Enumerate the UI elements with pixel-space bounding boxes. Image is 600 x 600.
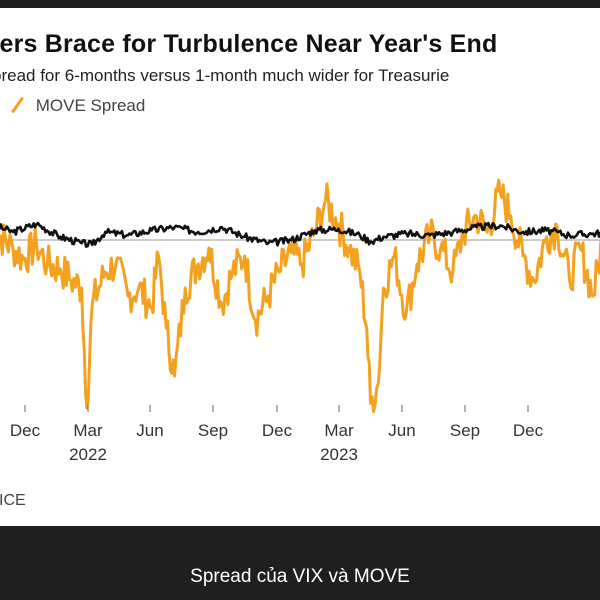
vix-spread-line — [0, 221, 600, 248]
x-tick-label: Sep — [198, 421, 228, 440]
source-label: ICE — [0, 492, 26, 509]
legend-label: MOVE Spread — [35, 96, 146, 115]
image-caption: Spread của VIX và MOVE — [190, 566, 410, 587]
chart-title: ders Brace for Turbulence Near Year's En… — [0, 30, 498, 58]
x-tick-label: Sep — [450, 421, 480, 440]
x-tick-label: Dec — [513, 421, 544, 440]
x-tick-label: Dec — [10, 421, 41, 440]
line-chart: Dec Mar 2022 Jun Sep Dec Mar 2023 Jun Sep Dec — [0, 178, 600, 464]
x-year-label: 2023 — [320, 445, 358, 464]
x-tick-label: Mar — [73, 421, 103, 440]
x-year-label: 2022 — [69, 445, 107, 464]
x-tick-label: Jun — [388, 421, 415, 440]
chart-card: ders Brace for Turbulence Near Year's En… — [0, 8, 600, 526]
x-tick-label: Jun — [136, 421, 163, 440]
x-tick-label: Mar — [324, 421, 354, 440]
x-tick-label: Dec — [262, 421, 293, 440]
move-spread-line — [0, 178, 600, 413]
chart-subtitle: pread for 6-months versus 1-month much w… — [0, 66, 450, 85]
legend: MOVE Spread — [11, 96, 146, 116]
